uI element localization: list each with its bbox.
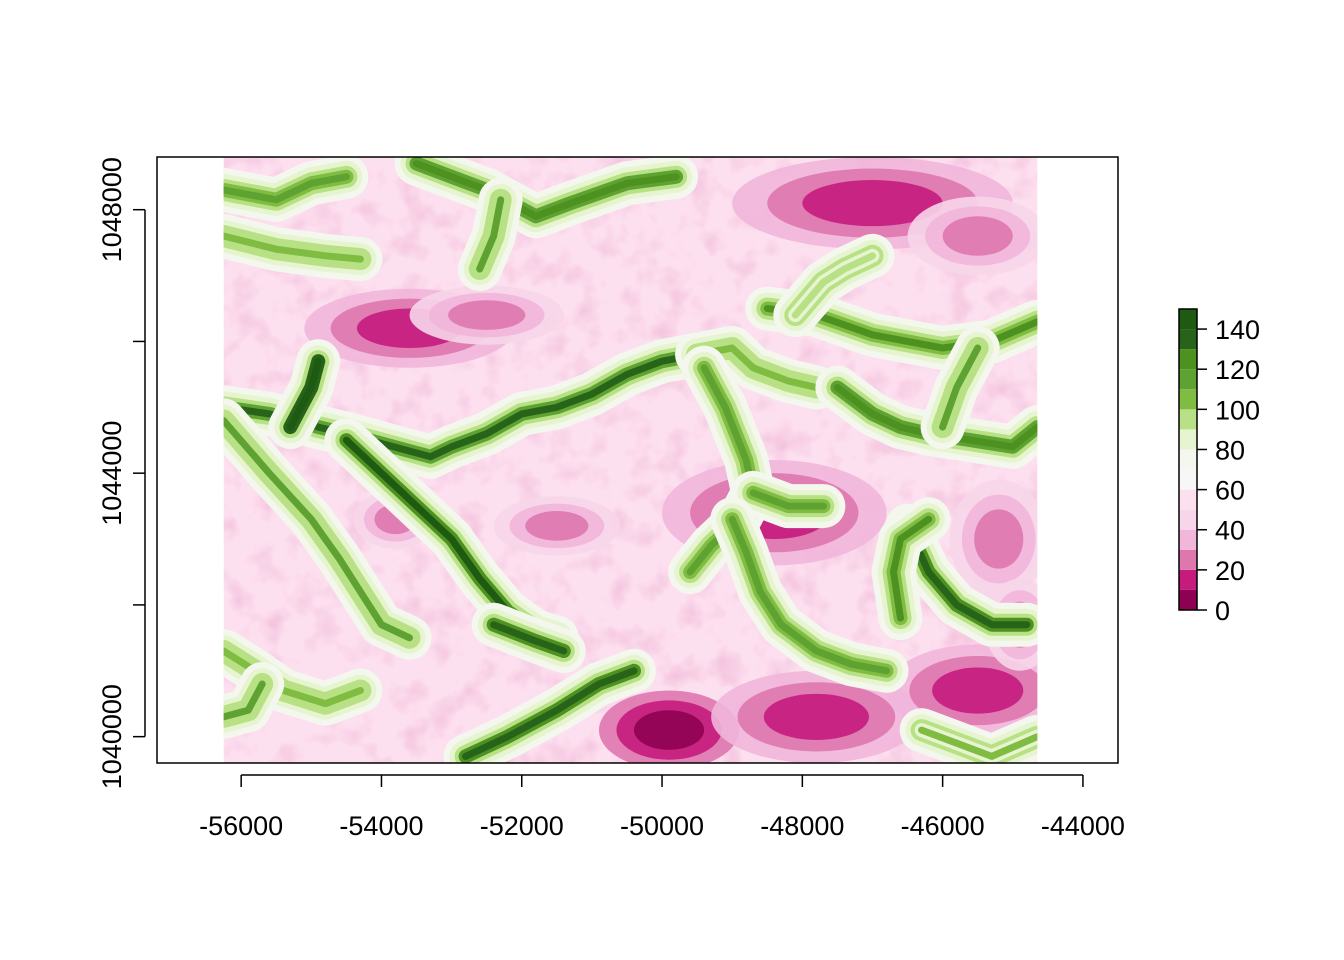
legend-swatch bbox=[1179, 469, 1197, 490]
channel-line bbox=[890, 515, 933, 622]
x-tick-label: -52000 bbox=[480, 811, 564, 841]
channel-line bbox=[693, 344, 820, 391]
y-tick-label: 1040000 bbox=[97, 684, 127, 789]
legend-tick-label: 40 bbox=[1215, 516, 1245, 546]
legend-swatch bbox=[1179, 309, 1197, 330]
legend-swatch bbox=[1179, 569, 1197, 590]
channel-line bbox=[223, 680, 266, 721]
legend-swatch bbox=[1179, 449, 1197, 470]
legend-swatch bbox=[1179, 329, 1197, 350]
legend-swatch bbox=[1179, 509, 1197, 530]
legend-frame bbox=[1178, 308, 1198, 611]
legend-tick-label: 20 bbox=[1215, 556, 1245, 586]
low-value-zone bbox=[525, 511, 589, 541]
legend-tick-label: 80 bbox=[1215, 435, 1245, 465]
y-tick-label: 1044000 bbox=[97, 421, 127, 526]
x-axis: -56000 -54000 -52000 -50000 -48000 -46000 -440… bbox=[199, 774, 1125, 841]
legend-swatch bbox=[1179, 589, 1197, 610]
channel-line bbox=[476, 196, 505, 273]
legend-swatch bbox=[1179, 349, 1197, 370]
legend-tick-label: 140 bbox=[1215, 315, 1260, 345]
legend-swatch bbox=[1179, 489, 1197, 510]
legend-swatch bbox=[1179, 549, 1197, 570]
raster-layer bbox=[223, 157, 1038, 763]
legend-tick-label: 120 bbox=[1215, 355, 1260, 385]
x-tick-label: -46000 bbox=[901, 811, 985, 841]
x-tick-label: -56000 bbox=[199, 811, 283, 841]
channel-line bbox=[749, 489, 827, 510]
channel-line bbox=[286, 357, 322, 431]
channel-line bbox=[791, 252, 876, 319]
legend-tick-label: 60 bbox=[1215, 476, 1245, 506]
low-value-zone bbox=[932, 667, 1024, 714]
x-tick-label: -48000 bbox=[760, 811, 844, 841]
legend-tick-label: 0 bbox=[1215, 596, 1230, 626]
channel-line bbox=[490, 621, 568, 655]
x-tick-label: -44000 bbox=[1041, 811, 1125, 841]
x-tick-label: -50000 bbox=[620, 811, 704, 841]
legend-swatch bbox=[1179, 369, 1197, 390]
legend-swatch bbox=[1179, 409, 1197, 430]
y-axis: 1040000 1044000 1048000 bbox=[97, 157, 146, 789]
low-value-zone bbox=[763, 693, 869, 740]
channel-line bbox=[223, 647, 364, 708]
x-tick-label: -54000 bbox=[339, 811, 423, 841]
low-value-zone bbox=[942, 216, 1013, 256]
channel-line bbox=[223, 417, 413, 642]
legend-swatch bbox=[1179, 389, 1197, 410]
legend-swatch bbox=[1179, 429, 1197, 450]
legend-swatch bbox=[1179, 529, 1197, 550]
channel-line bbox=[918, 726, 1038, 760]
low-value-zone bbox=[448, 300, 526, 330]
legend-tick-label: 100 bbox=[1215, 395, 1260, 425]
y-tick-label: 1048000 bbox=[97, 157, 127, 262]
color-legend: 0 20 40 60 80 100 120 140 bbox=[1178, 308, 1260, 626]
channel-line bbox=[462, 667, 638, 760]
low-value-zone bbox=[802, 180, 943, 227]
channel-line bbox=[413, 160, 680, 220]
low-value-zone bbox=[633, 710, 705, 750]
low-value-zone bbox=[974, 509, 1024, 569]
channel-line bbox=[223, 173, 350, 204]
channel-line bbox=[904, 522, 1031, 629]
channel-line bbox=[728, 515, 890, 675]
plot-frame bbox=[156, 156, 1119, 764]
channel-line bbox=[939, 344, 982, 431]
channel-line bbox=[223, 232, 364, 263]
